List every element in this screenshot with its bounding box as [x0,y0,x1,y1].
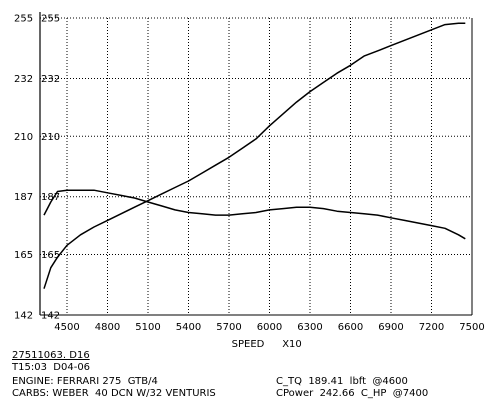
chart-frame [39,12,473,316]
y-tick-labels-left: 142 165 187 210 232 255 [14,14,33,322]
x-tick-label: 7200 [419,322,444,333]
x-tick-labels: 4500 4800 5100 5400 5700 6000 6300 6600 6900 7200… [54,322,484,333]
carbs-info: CARBS: WEBER 40 DCN W/32 VENTURIS [12,388,216,399]
y-tick-label-right: 232 [41,74,60,85]
y-tick-label-left: 142 [14,311,33,322]
x-tick-label: 5100 [135,322,160,333]
x-tick-label: 4500 [54,322,79,333]
x-axis-label: SPEED [232,339,265,350]
x-tick-label: 4800 [95,322,120,333]
x-tick-label: 5700 [216,322,241,333]
y-tick-label-right: 165 [41,250,60,261]
x-tick-label: 6600 [338,322,363,333]
x-tick-label: 6900 [378,322,403,333]
series-line-1 [43,22,466,289]
series-lines [43,22,466,289]
y-tick-label-left: 165 [14,250,33,261]
engine-info: ENGINE: FERRARI 275 GTB/4 [12,376,158,387]
x-axis-unit: X10 [282,339,302,350]
x-tick-label: 6000 [257,322,282,333]
y-tick-label-left: 210 [14,132,33,143]
chart-grid [40,17,472,315]
y-tick-label-left: 255 [14,14,33,25]
y-tick-label-right: 142 [41,311,60,322]
y-tick-label-left: 232 [14,74,33,85]
x-tick-label: 6300 [297,322,322,333]
y-tick-label-right: 210 [41,132,60,143]
y-tick-label-left: 187 [14,192,33,203]
test-time: T15:03 D04-06 [12,362,91,373]
power-summary: CPower 242.66 C_HP @7400 [276,388,429,399]
x-tick-label: 5400 [176,322,201,333]
y-tick-labels-right: 142 165 187 210 232 255 [41,14,60,322]
run-id: 27511063. D16 [12,350,90,361]
y-tick-label-right: 255 [41,14,60,25]
x-tick-label: 7500 [459,322,484,333]
y-tick-label-right: 187 [41,192,60,203]
dyno-chart: 142 165 187 210 232 255 142 165 187 210 232 255 45… [14,12,485,350]
torque-summary: C_TQ 189.41 lbft @4600 [276,376,408,387]
series-line-2 [43,189,466,240]
